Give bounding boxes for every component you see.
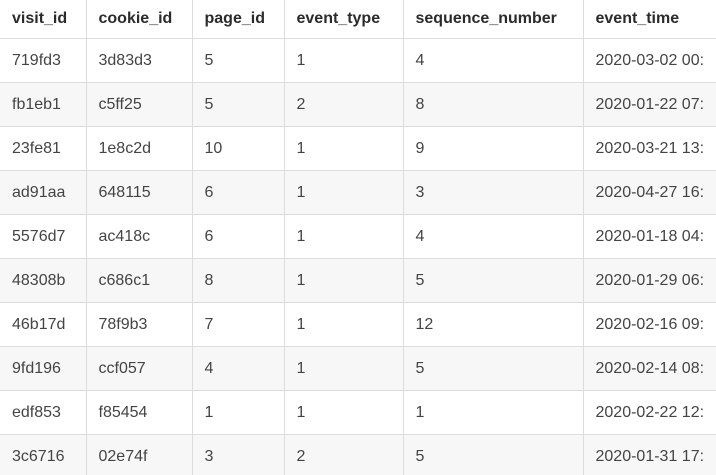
- table-cell: 6: [191, 170, 285, 215]
- column-header-sequence-number[interactable]: sequence_number: [402, 0, 584, 39]
- table-row: 5576d7 ac418c 6 1 4 2020-01-18 04:: [0, 214, 716, 259]
- column-header-event-time[interactable]: event_time: [582, 0, 716, 39]
- column-header-event-type[interactable]: event_type: [283, 0, 404, 39]
- table-cell: 648115: [85, 170, 193, 215]
- table-row: fb1eb1 c5ff25 5 2 8 2020-01-22 07:: [0, 82, 716, 127]
- table-cell: 5: [402, 346, 584, 391]
- table-cell: 48308b: [0, 258, 87, 303]
- table-cell: 2020-04-27 16:: [582, 170, 716, 215]
- table-cell: 1: [402, 390, 584, 435]
- table-cell: 2: [283, 82, 404, 127]
- table-cell: 2020-02-22 12:: [582, 390, 716, 435]
- table-cell: 2020-03-21 13:: [582, 126, 716, 171]
- table-cell: 3: [402, 170, 584, 215]
- table-cell: 78f9b3: [85, 302, 193, 347]
- table-cell: 2020-01-18 04:: [582, 214, 716, 259]
- table-cell: 12: [402, 302, 584, 347]
- table-row: 9fd196 ccf057 4 1 5 2020-02-14 08:: [0, 346, 716, 391]
- table-cell: fb1eb1: [0, 82, 87, 127]
- table-row: edf853 f85454 1 1 1 2020-02-22 12:: [0, 390, 716, 435]
- table-cell: f85454: [85, 390, 193, 435]
- table-cell: c5ff25: [85, 82, 193, 127]
- table-cell: 1: [283, 38, 404, 83]
- table-row: 719fd3 3d83d3 5 1 4 2020-03-02 00:: [0, 38, 716, 83]
- table-row: 23fe81 1e8c2d 10 1 9 2020-03-21 13:: [0, 126, 716, 171]
- table-row: ad91aa 648115 6 1 3 2020-04-27 16:: [0, 170, 716, 215]
- table-cell: 1: [283, 302, 404, 347]
- table-cell: 4: [191, 346, 285, 391]
- table-cell: 8: [402, 82, 584, 127]
- table-cell: 3: [191, 434, 285, 475]
- table-cell: 5: [191, 38, 285, 83]
- table-cell: ccf057: [85, 346, 193, 391]
- table-cell: 23fe81: [0, 126, 87, 171]
- table-cell: 8: [191, 258, 285, 303]
- column-header-page-id[interactable]: page_id: [191, 0, 285, 39]
- table-cell: 7: [191, 302, 285, 347]
- table-row: 46b17d 78f9b3 7 1 12 2020-02-16 09:: [0, 302, 716, 347]
- table-cell: 1: [283, 346, 404, 391]
- table-cell: 719fd3: [0, 38, 87, 83]
- table-cell: 46b17d: [0, 302, 87, 347]
- table-cell: ad91aa: [0, 170, 87, 215]
- table-cell: 4: [402, 214, 584, 259]
- table-cell: 2020-02-14 08:: [582, 346, 716, 391]
- table-header-row: visit_id cookie_id page_id event_type se…: [0, 0, 716, 39]
- table-cell: 1: [283, 126, 404, 171]
- column-header-cookie-id[interactable]: cookie_id: [85, 0, 193, 39]
- table-cell: 2: [283, 434, 404, 475]
- table-cell: 1: [283, 170, 404, 215]
- table-cell: 5: [402, 258, 584, 303]
- table-cell: edf853: [0, 390, 87, 435]
- table-cell: 1: [283, 214, 404, 259]
- column-header-visit-id[interactable]: visit_id: [0, 0, 87, 39]
- table-cell: 1e8c2d: [85, 126, 193, 171]
- table-cell: 3d83d3: [85, 38, 193, 83]
- table-cell: 1: [283, 258, 404, 303]
- table-cell: 10: [191, 126, 285, 171]
- table-cell: 5: [402, 434, 584, 475]
- table-cell: 9: [402, 126, 584, 171]
- table-cell: 2020-01-31 17:: [582, 434, 716, 475]
- table-cell: 2020-02-16 09:: [582, 302, 716, 347]
- table-cell: 2020-01-29 06:: [582, 258, 716, 303]
- table-cell: 3c6716: [0, 434, 87, 475]
- table-cell: 5576d7: [0, 214, 87, 259]
- table-cell: 6: [191, 214, 285, 259]
- table-cell: 9fd196: [0, 346, 87, 391]
- table-cell: 2020-01-22 07:: [582, 82, 716, 127]
- table-cell: 4: [402, 38, 584, 83]
- table-cell: 02e74f: [85, 434, 193, 475]
- table-row: 3c6716 02e74f 3 2 5 2020-01-31 17:: [0, 434, 716, 475]
- table-cell: c686c1: [85, 258, 193, 303]
- table-cell: 1: [283, 390, 404, 435]
- table-cell: 5: [191, 82, 285, 127]
- table-cell: ac418c: [85, 214, 193, 259]
- table-row: 48308b c686c1 8 1 5 2020-01-29 06:: [0, 258, 716, 303]
- table-cell: 2020-03-02 00:: [582, 38, 716, 83]
- table-cell: 1: [191, 390, 285, 435]
